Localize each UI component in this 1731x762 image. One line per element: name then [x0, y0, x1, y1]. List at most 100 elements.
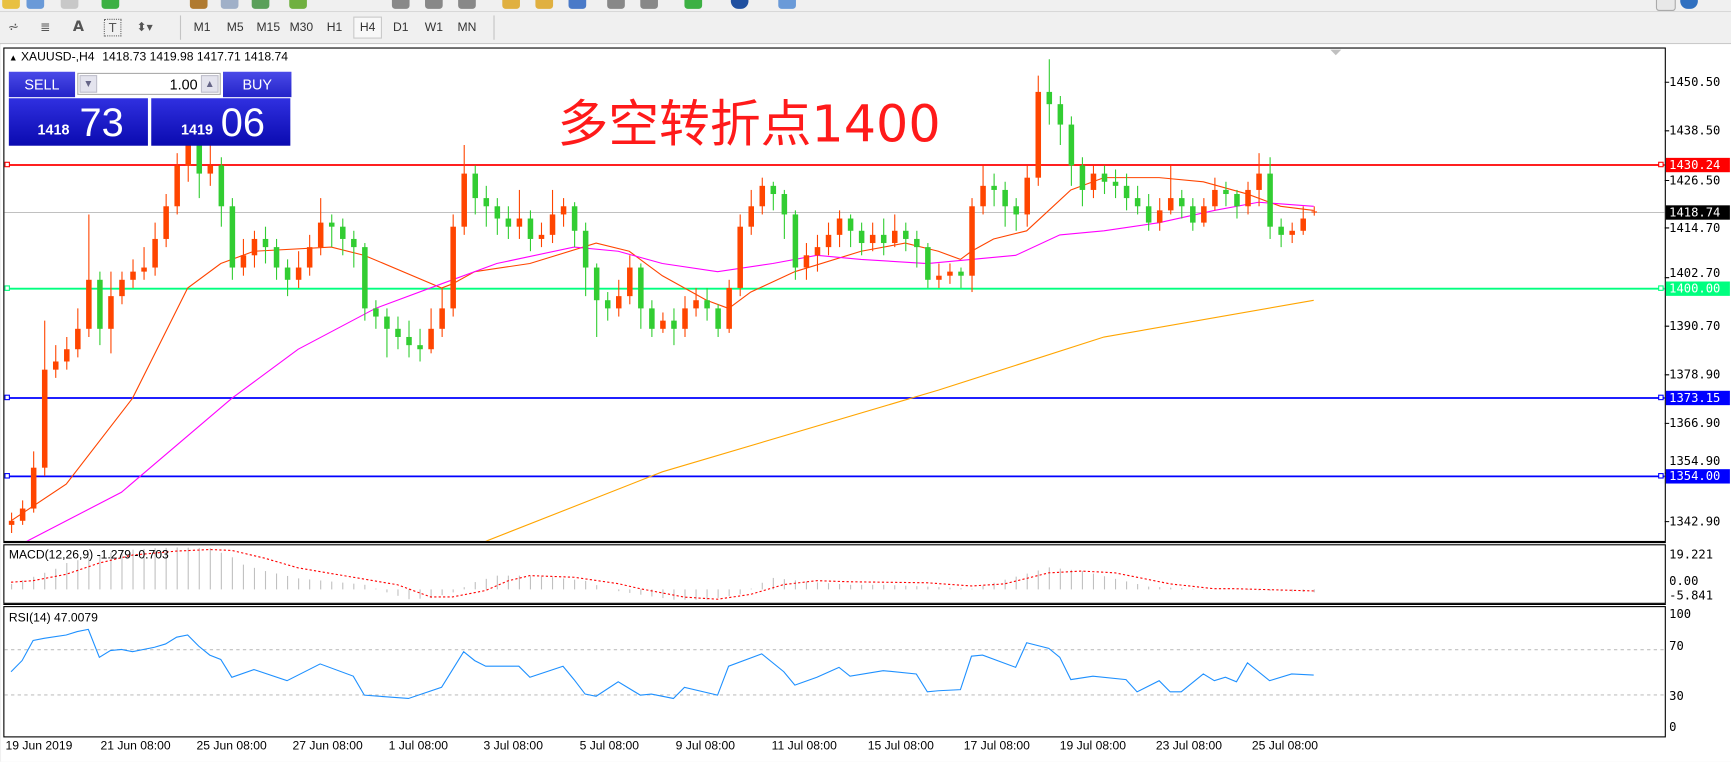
candle	[328, 214, 335, 248]
candle	[649, 300, 655, 337]
candle	[52, 345, 59, 378]
candle-body	[97, 279, 103, 329]
chart-shift-marker-icon	[1330, 49, 1342, 56]
text-label-icon[interactable]: T	[103, 18, 122, 37]
timeframe-mn[interactable]: MN	[457, 20, 477, 35]
candle-body	[980, 185, 986, 207]
candle	[152, 222, 158, 276]
candle-body	[185, 145, 191, 166]
candle-body	[461, 173, 467, 227]
bid-price-main: 1418	[37, 121, 70, 138]
chart-shift-icon[interactable]	[607, 0, 625, 9]
candle	[1234, 189, 1240, 219]
candle	[726, 279, 732, 333]
candle-body	[582, 230, 589, 268]
candle-body	[781, 194, 788, 215]
new-chart-icon[interactable]	[26, 0, 45, 9]
timeframe-m5[interactable]: M5	[226, 20, 244, 35]
elliott-wave-icon[interactable]: ⩫	[7, 18, 19, 35]
ask-price-button[interactable]: 1419 06	[151, 98, 291, 146]
candle-body	[108, 296, 114, 329]
candle	[262, 226, 269, 264]
candle-body	[1300, 218, 1306, 231]
price-tick-label: 1354.90	[1669, 453, 1721, 469]
zoom-icon[interactable]	[60, 0, 79, 9]
candle-body	[803, 255, 810, 268]
candle	[748, 189, 754, 235]
candle-body	[163, 206, 169, 239]
ask-price-pips: 06	[220, 99, 265, 145]
timeframe-m30[interactable]: M30	[289, 20, 314, 35]
pencil-2-icon[interactable]	[535, 0, 554, 9]
expert-icon[interactable]	[189, 0, 208, 9]
templates-icon[interactable]	[778, 0, 796, 9]
candle-body	[947, 271, 953, 276]
fibonacci-icon[interactable]: ≣	[40, 19, 51, 34]
candle-body	[494, 206, 501, 219]
sell-button[interactable]: SELL	[8, 71, 76, 98]
arrows-icon[interactable]: ⬍▾	[136, 19, 153, 34]
periods-icon[interactable]	[730, 0, 749, 9]
candle	[1245, 181, 1251, 215]
user-icon[interactable]	[1680, 0, 1698, 9]
candle	[781, 189, 788, 239]
indicators-icon[interactable]	[684, 0, 703, 9]
candle	[991, 173, 997, 207]
date-label: 19 Jun 2019	[5, 739, 73, 753]
lot-size-field[interactable]: ▼ 1.00 ▲	[77, 72, 221, 95]
candle	[682, 296, 688, 337]
lot-size-value[interactable]: 1.00	[169, 76, 198, 93]
candle-body	[229, 206, 236, 268]
candle-body	[847, 218, 854, 231]
candle-body	[41, 369, 48, 468]
add-icon[interactable]	[101, 0, 120, 9]
timeframe-h4[interactable]: H4	[353, 16, 382, 39]
text-icon[interactable]: A	[72, 18, 84, 35]
favorites-icon[interactable]	[2, 0, 20, 9]
candle-body	[64, 349, 70, 362]
candle-body	[571, 206, 578, 231]
date-label: 3 Jul 08:00	[483, 739, 543, 753]
tester-icon[interactable]	[251, 0, 270, 9]
terminal-icon[interactable]	[220, 0, 239, 9]
lot-increase-icon[interactable]: ▲	[200, 75, 219, 93]
timeframe-m1[interactable]: M1	[193, 20, 211, 35]
candle	[1256, 153, 1262, 207]
candle-body	[351, 238, 357, 248]
window-button-icon[interactable]	[1655, 0, 1676, 12]
level-handle-icon	[4, 285, 10, 291]
candle-chart-icon[interactable]	[425, 0, 443, 9]
lot-decrease-icon[interactable]: ▼	[79, 75, 98, 93]
buy-button[interactable]: BUY	[222, 71, 292, 98]
autotrading-icon[interactable]	[289, 0, 307, 9]
autoscroll-icon[interactable]	[640, 0, 658, 9]
candle-body	[1212, 189, 1218, 207]
candle	[1046, 59, 1053, 125]
pencil-icon[interactable]	[502, 0, 520, 9]
candle	[483, 185, 490, 227]
grid-icon[interactable]	[568, 0, 587, 9]
candle	[847, 214, 854, 248]
timeframe-d1[interactable]: D1	[392, 20, 409, 35]
candle-body	[1190, 206, 1196, 223]
timeframe-h1[interactable]: H1	[326, 20, 343, 35]
candle	[759, 177, 766, 215]
candle-body	[604, 300, 611, 309]
bid-price-button[interactable]: 1418 73	[8, 98, 148, 146]
candle-body	[340, 226, 346, 239]
candle	[1212, 177, 1218, 211]
candle	[1311, 206, 1318, 216]
candle-body	[1311, 211, 1318, 213]
chart-annotation-text[interactable]: 多空转折点1400	[557, 93, 941, 154]
bar-chart-icon[interactable]	[391, 0, 410, 9]
candle-body	[1079, 165, 1086, 190]
timeframe-w1[interactable]: W1	[424, 20, 443, 35]
candle-body	[715, 308, 721, 329]
candle-body	[1167, 198, 1174, 211]
line-chart-icon[interactable]	[458, 0, 476, 9]
timeframe-m15[interactable]: M15	[256, 20, 281, 35]
candle-body	[1179, 198, 1185, 207]
collapse-triangle-icon[interactable]: ▲	[8, 52, 18, 63]
